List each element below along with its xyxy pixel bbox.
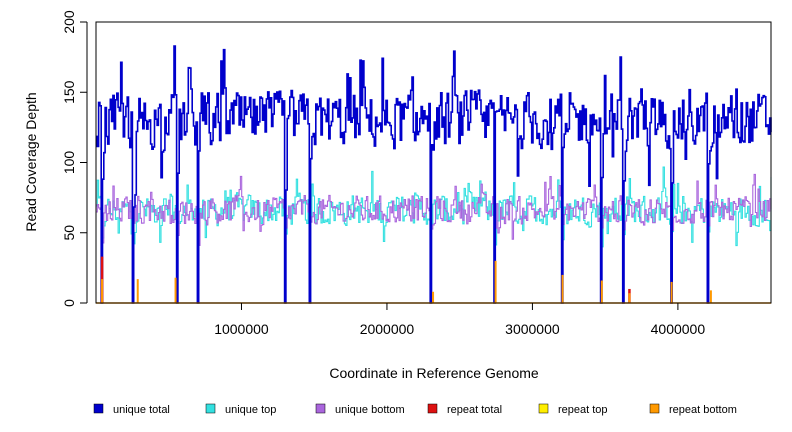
series-line-unique-total xyxy=(96,45,772,304)
series-layer xyxy=(96,45,772,304)
legend-label: repeat top xyxy=(558,404,608,416)
legend-label: unique top xyxy=(225,404,276,416)
x-axis-label: Coordinate in Reference Genome xyxy=(329,365,539,381)
y-tick-label: 0 xyxy=(61,299,77,307)
legend-label: repeat total xyxy=(447,404,502,416)
y-tick-label: 200 xyxy=(61,10,77,34)
x-tick-label: 4000000 xyxy=(651,321,706,337)
legend-swatch xyxy=(427,403,438,414)
legend-swatch xyxy=(538,403,549,414)
legend-item-repeat-top: repeat top xyxy=(538,403,608,416)
legend-item-repeat-bottom: repeat bottom xyxy=(649,403,737,416)
y-axis-label: Read Coverage Depth xyxy=(23,92,39,231)
y-tick-label: 50 xyxy=(61,225,77,241)
plot-frame xyxy=(95,21,772,304)
legend-label: repeat bottom xyxy=(669,404,737,416)
legend-item-repeat-total: repeat total xyxy=(427,403,502,416)
legend-label: unique bottom xyxy=(335,404,405,416)
y-tick-label: 150 xyxy=(61,80,77,104)
legend-swatch xyxy=(315,403,326,414)
legend-swatch xyxy=(93,403,104,414)
x-tick-label: 2000000 xyxy=(360,321,415,337)
legend-item-unique-bottom: unique bottom xyxy=(315,403,405,416)
legend-swatch xyxy=(205,403,216,414)
x-tick-label: 1000000 xyxy=(214,321,269,337)
series-line-unique-bottom xyxy=(96,173,772,304)
legend-item-unique-total: unique total xyxy=(93,403,170,416)
repeat-spikes-layer xyxy=(100,256,712,303)
x-axis: 1000000 2000000 3000000 4000000 xyxy=(214,303,705,337)
y-axis: 0 50 100 150 200 xyxy=(61,10,88,307)
x-tick-label: 3000000 xyxy=(505,321,560,337)
legend-label: unique total xyxy=(113,404,170,416)
legend-item-unique-top: unique top xyxy=(205,403,276,416)
legend: unique total unique top unique bottom repea… xyxy=(93,403,737,416)
legend-swatch xyxy=(649,403,660,414)
y-tick-label: 100 xyxy=(61,151,77,175)
